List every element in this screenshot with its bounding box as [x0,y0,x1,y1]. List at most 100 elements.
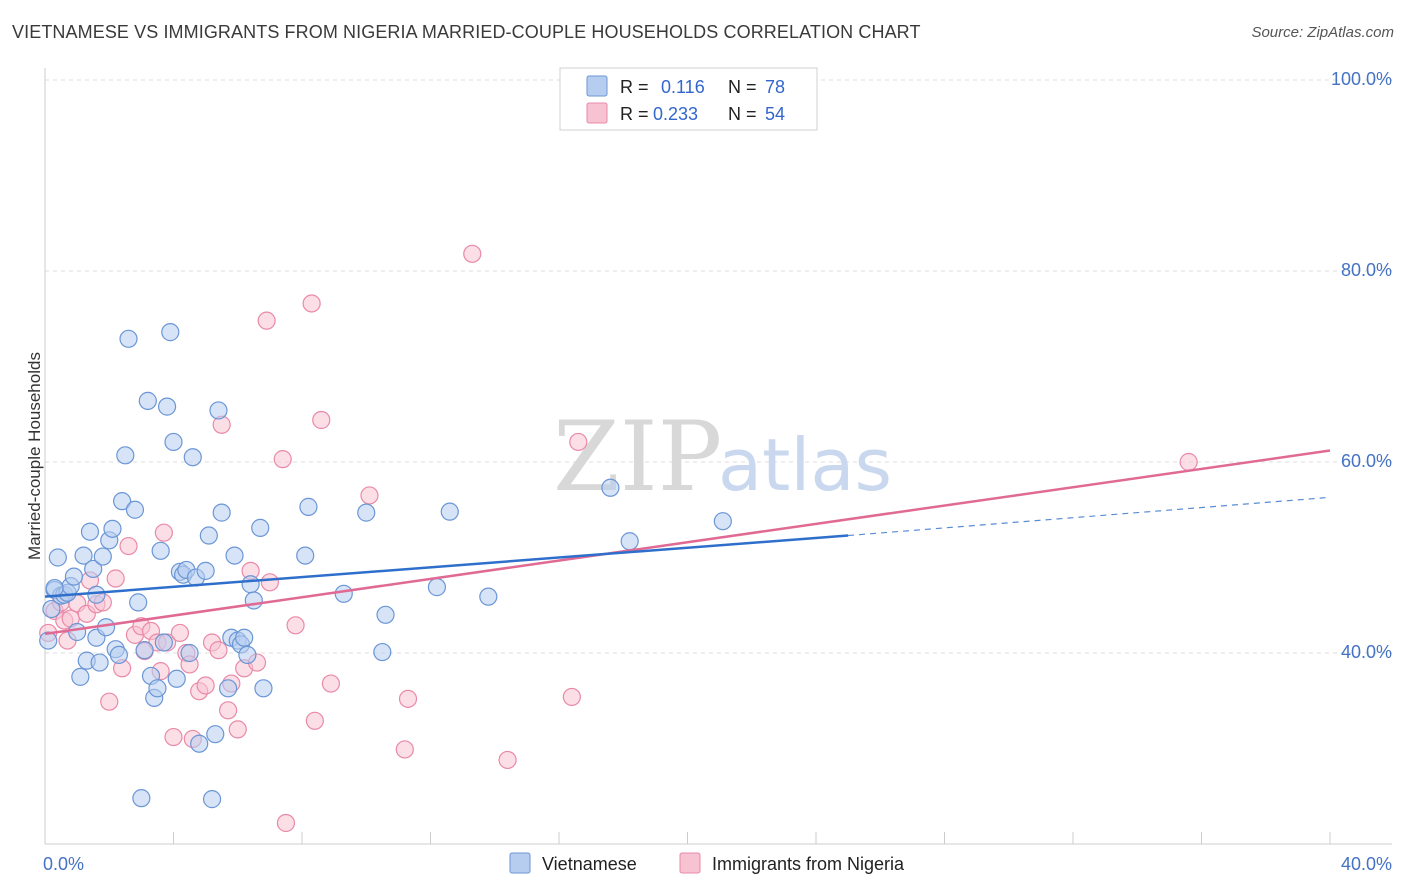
legend-swatch-nigeria [586,102,608,124]
nigeria-point [302,294,321,313]
legend-swatch-vietnamese [586,75,608,97]
vietnamese-point [713,512,732,531]
series-vietnamese-points [39,323,732,809]
vietnamese-point [167,669,186,688]
vietnamese-point [440,502,459,521]
bottom-legend-swatch-nigeria [679,852,701,874]
x-tick-label-min: 0.0% [43,854,84,874]
nigeria-point [395,740,414,759]
nigeria-point [276,813,296,833]
vietnamese-point [241,575,260,594]
vietnamese-point [244,591,263,610]
source-label: Source: ZipAtlas.com [1251,24,1394,41]
axes [44,68,1392,845]
vietnamese-point [42,599,61,619]
x-tick-label-max: 40.0% [1341,854,1392,874]
nigeria-point [562,687,581,707]
nigeria-point [106,569,125,588]
nigeria-point [286,616,305,635]
vietnamese-point [161,323,180,342]
nigeria-point [463,244,482,263]
nigeria-point [260,573,279,592]
nigeria-point [209,641,228,660]
nigeria-point [398,689,418,708]
bottom-legend-label-nigeria: Immigrants from Nigeria [712,854,905,874]
vietnamese-point [129,593,148,612]
nigeria-point [100,692,119,711]
vietnamese-point [225,546,244,565]
vietnamese-point [180,643,199,663]
vietnamese-point [109,645,128,665]
y-tick-label: 40.0% [1341,642,1392,662]
vietnamese-point [132,789,151,808]
vietnamese-point [157,397,177,416]
vietnamese-point [154,633,173,652]
correlation-legend: R = 0.116 N = 78 R = 0.233 N = 54 [559,67,818,131]
vietnamese-point [103,519,122,538]
vietnamese-point [148,679,167,698]
nigeria-point [273,450,292,469]
vietnamese-point [71,667,90,686]
vietnamese-point [64,567,84,586]
nigeria-point [1179,452,1198,472]
vietnamese-point [254,679,273,698]
nigeria-point [164,727,183,747]
vietnamese-point [196,561,215,580]
vietnamese-point [373,642,392,662]
bottom-legend-swatch-vietnamese [509,852,531,874]
legend-n-label-vietnamese: N = [728,77,757,97]
legend-r-label-vietnamese: R = [620,77,649,97]
legend-r-label-nigeria: R = [620,104,649,124]
nigeria-point [170,623,190,643]
nigeria-point [154,523,173,542]
series-legend: Vietnamese Immigrants from Nigeria [509,852,905,874]
vietnamese-point [209,401,228,420]
nigeria-point [312,410,331,430]
vietnamese-point [251,518,270,537]
vietnamese-point [190,734,209,753]
y-axis-label: Married-couple Households [25,352,44,560]
vietnamese-point [219,679,238,698]
vietnamese-point [357,503,376,522]
vietnamese-point [112,492,132,511]
vietnamese-point [212,503,231,522]
vietnamese-point [45,578,64,598]
vietnamese-point [87,585,106,604]
vietnamese-point [296,546,315,565]
legend-n-value-vietnamese: 78 [765,77,785,97]
nigeria-point [257,311,276,330]
vietnamese-point [427,578,447,597]
bottom-legend-label-vietnamese: Vietnamese [542,854,637,874]
y-tick-label: 80.0% [1341,260,1392,280]
nigeria-point [228,720,247,739]
vietnamese-point [235,628,254,647]
watermark: ZIP atlas [553,401,892,513]
vietnamese-point [48,548,67,567]
vietnamese-trend-extension [848,496,1331,537]
vietnamese-point [238,645,257,665]
vietnamese-point [183,448,202,467]
vietnamese-point [125,500,145,519]
watermark-atlas: atlas [718,423,892,507]
vietnamese-point [376,605,395,624]
vietnamese-point [68,622,87,642]
nigeria-point [219,701,238,720]
vietnamese-point [620,532,639,551]
vietnamese-point [151,541,170,560]
vietnamese-point [74,546,93,565]
chart-title: VIETNAMESE VS IMMIGRANTS FROM NIGERIA MA… [12,22,921,42]
vietnamese-point [80,522,100,541]
gridlines [45,79,1392,654]
vietnamese-point [93,547,112,566]
nigeria-trend-line [44,449,1331,636]
vietnamese-point [84,559,103,579]
vietnamese-point [116,446,135,465]
vietnamese-point [39,631,58,650]
nigeria-point [196,676,215,695]
vietnamese-point [601,478,620,497]
nigeria-point [119,536,138,556]
nigeria-point [360,486,379,505]
nigeria-point [305,711,324,730]
y-tick-labels: 40.0% 60.0% 80.0% 100.0% [1331,69,1392,662]
